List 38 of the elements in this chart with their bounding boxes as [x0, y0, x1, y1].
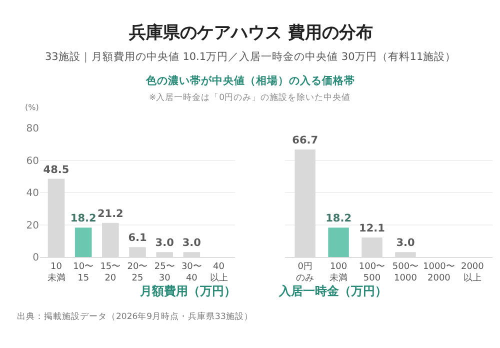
- x-tick-label: 30〜 40: [181, 262, 202, 284]
- x-axis-title: 月額費用（万円）: [139, 284, 236, 298]
- data-label: 6.1: [128, 232, 147, 244]
- x-tick-label: 10 未満: [47, 262, 66, 284]
- source-note: 出典：掲載施設データ（2026年9月時点・兵庫県33施設）: [17, 311, 253, 322]
- x-axis-title: 入居一時金（万円）: [278, 284, 387, 298]
- bar: [328, 228, 349, 257]
- data-label: 18.2: [70, 212, 96, 225]
- data-label: 66.7: [292, 134, 318, 146]
- text: 色の濃い帯が中央値（相場）の入る価格帯: [145, 74, 355, 87]
- data-label: 3.0: [396, 237, 415, 250]
- x-tick-label: 100 未満: [330, 262, 348, 284]
- data-label: 3.0: [182, 237, 201, 250]
- chart-title: 兵庫県のケアハウス 費用の分布: [128, 23, 373, 43]
- x-tick-label: 100〜 500: [358, 262, 386, 284]
- y-axis-title: (%): [25, 103, 39, 112]
- y-tick-label: 40: [26, 188, 39, 199]
- data-label: 3.0: [155, 237, 174, 250]
- y-tick-label: 0: [32, 252, 39, 264]
- x-tick-label: 0円のみ: [296, 262, 314, 284]
- data-label: 12.1: [359, 222, 385, 234]
- x-tick-label: 1000〜 2000: [422, 262, 455, 284]
- x-tick-label: 500〜 1000: [392, 262, 419, 284]
- data-label: 48.5: [43, 164, 70, 176]
- y-tick-label: 80: [26, 124, 39, 134]
- y-tick-label: 60: [26, 156, 39, 167]
- x-tick-label: 2000 以上: [460, 262, 484, 284]
- y-tick-label: 20: [26, 220, 39, 232]
- bar: [74, 228, 92, 257]
- x-tick-label: 25〜 30: [154, 262, 175, 284]
- chart-subtitle: 33施設｜月額費用の中央値 10.1万円／入居一時金の中央値 30万円（有料11施設）: [45, 50, 456, 63]
- text: ※入居一時金は「0円のみ」の施設を除いた中央値: [149, 92, 351, 103]
- x-tick-label: 10〜 15: [73, 262, 94, 284]
- x-tick-label: 40 以上: [210, 262, 228, 284]
- data-label: 18.2: [326, 212, 352, 225]
- data-label: 21.2: [97, 208, 124, 220]
- x-tick-label: 15〜 20: [100, 262, 121, 284]
- x-tick-label: 20〜 25: [127, 262, 148, 284]
